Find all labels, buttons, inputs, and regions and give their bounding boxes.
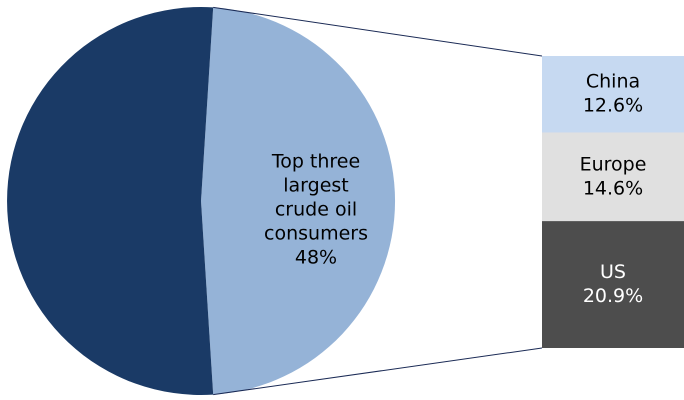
bar-segment-name-label: China [586,71,640,93]
connector-line-bottom [213,347,543,396]
pie-slice-remainder [7,6,214,395]
bar-segment-value-label: 14.6% [583,177,643,199]
pie-slice-label-line: largest [283,175,349,197]
connector-line-top [213,6,543,57]
bar-segment-us [542,221,684,348]
pie-slice-label-line: crude oil [275,199,357,221]
pie-slice-label-line: consumers [264,223,368,245]
bar-segment-value-label: 12.6% [583,95,643,117]
connector-group [213,6,543,396]
pie-slice-label-line: 48% [295,247,337,269]
bar-segment-name-label: Europe [580,153,647,175]
bar-segment-value-label: 20.9% [583,285,643,307]
pie-group [7,6,396,395]
pie-slice-label-line: Top three [271,151,360,173]
bar-segment-name-label: US [600,261,626,283]
breakdown-bar-group [542,56,684,348]
pie-slice-top-three-largest-crude-oil-consumers [201,7,396,395]
bar-segment-europe [542,132,684,222]
bar-segment-china [542,56,684,133]
